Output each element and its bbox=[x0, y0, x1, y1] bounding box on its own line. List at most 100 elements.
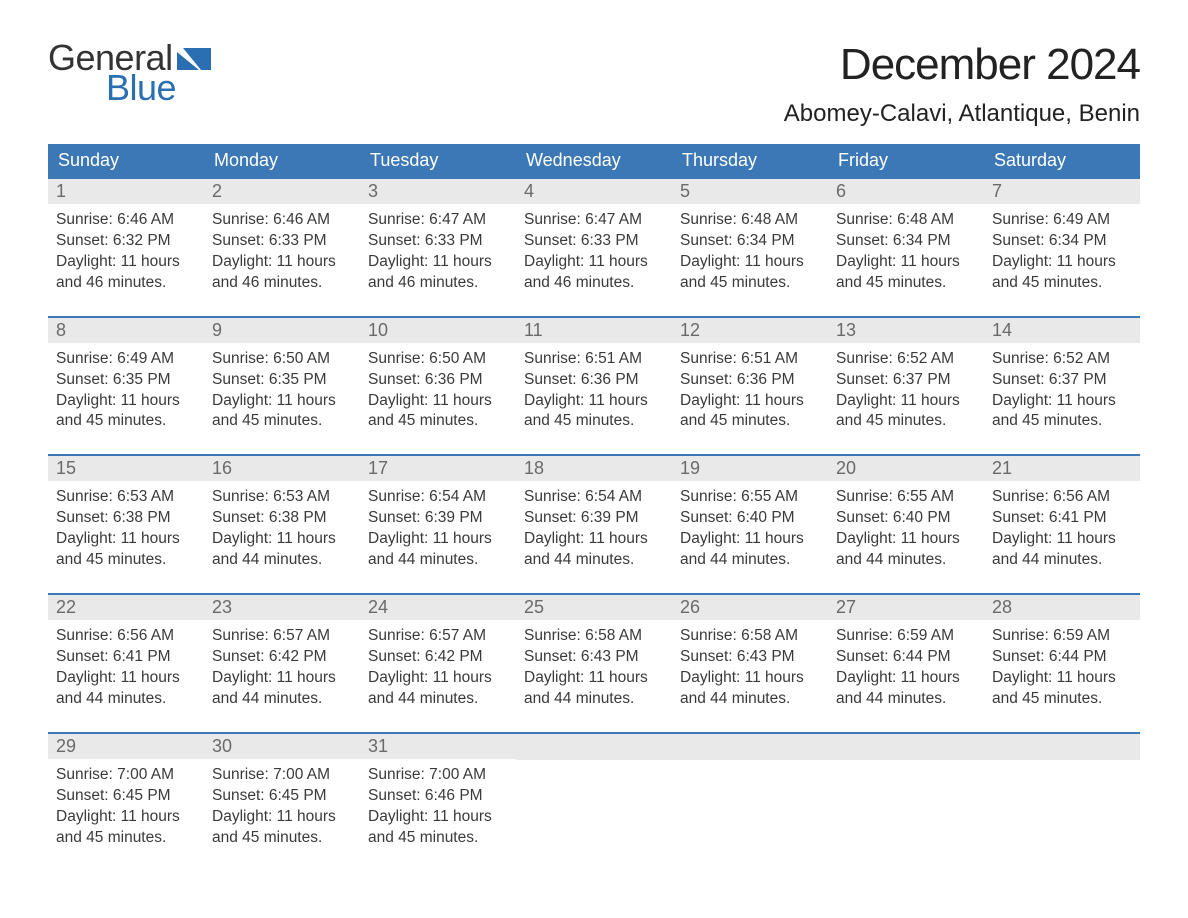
daylight-line-1: Daylight: 11 hours bbox=[368, 529, 508, 550]
day-number: 31 bbox=[360, 734, 516, 759]
daylight-line-1: Daylight: 11 hours bbox=[56, 668, 196, 689]
day-number: 19 bbox=[672, 456, 828, 481]
weeks-container: 1Sunrise: 6:46 AMSunset: 6:32 PMDaylight… bbox=[48, 177, 1140, 852]
daylight-line-2: and 45 minutes. bbox=[368, 828, 508, 849]
sunrise-line: Sunrise: 6:57 AM bbox=[212, 626, 352, 647]
sunrise-line: Sunrise: 6:59 AM bbox=[836, 626, 976, 647]
daylight-line-1: Daylight: 11 hours bbox=[836, 252, 976, 273]
sunrise-line: Sunrise: 6:49 AM bbox=[992, 210, 1132, 231]
sunrise-line: Sunrise: 6:57 AM bbox=[368, 626, 508, 647]
daylight-line-2: and 45 minutes. bbox=[992, 273, 1132, 294]
calendar-week: 22Sunrise: 6:56 AMSunset: 6:41 PMDayligh… bbox=[48, 593, 1140, 714]
day-header-tuesday: Tuesday bbox=[360, 144, 516, 177]
calendar-cell: 21Sunrise: 6:56 AMSunset: 6:41 PMDayligh… bbox=[984, 456, 1140, 575]
daylight-line-1: Daylight: 11 hours bbox=[992, 252, 1132, 273]
day-details: Sunrise: 6:51 AMSunset: 6:36 PMDaylight:… bbox=[672, 343, 828, 437]
daylight-line-2: and 44 minutes. bbox=[680, 550, 820, 571]
sunset-line: Sunset: 6:39 PM bbox=[368, 508, 508, 529]
daylight-line-1: Daylight: 11 hours bbox=[992, 529, 1132, 550]
day-details: Sunrise: 6:59 AMSunset: 6:44 PMDaylight:… bbox=[828, 620, 984, 714]
sunset-line: Sunset: 6:33 PM bbox=[524, 231, 664, 252]
day-number bbox=[984, 734, 1140, 760]
sunrise-line: Sunrise: 6:47 AM bbox=[368, 210, 508, 231]
calendar-cell: 10Sunrise: 6:50 AMSunset: 6:36 PMDayligh… bbox=[360, 318, 516, 437]
day-details: Sunrise: 6:56 AMSunset: 6:41 PMDaylight:… bbox=[48, 620, 204, 714]
sunset-line: Sunset: 6:45 PM bbox=[212, 786, 352, 807]
day-number: 27 bbox=[828, 595, 984, 620]
day-number: 17 bbox=[360, 456, 516, 481]
daylight-line-1: Daylight: 11 hours bbox=[680, 252, 820, 273]
day-details: Sunrise: 6:47 AMSunset: 6:33 PMDaylight:… bbox=[516, 204, 672, 298]
daylight-line-1: Daylight: 11 hours bbox=[212, 391, 352, 412]
sunset-line: Sunset: 6:46 PM bbox=[368, 786, 508, 807]
calendar-cell: 26Sunrise: 6:58 AMSunset: 6:43 PMDayligh… bbox=[672, 595, 828, 714]
sunrise-line: Sunrise: 6:52 AM bbox=[836, 349, 976, 370]
daylight-line-2: and 45 minutes. bbox=[836, 411, 976, 432]
daylight-line-1: Daylight: 11 hours bbox=[56, 391, 196, 412]
daylight-line-1: Daylight: 11 hours bbox=[524, 391, 664, 412]
daylight-line-1: Daylight: 11 hours bbox=[992, 391, 1132, 412]
calendar-cell: 20Sunrise: 6:55 AMSunset: 6:40 PMDayligh… bbox=[828, 456, 984, 575]
daylight-line-1: Daylight: 11 hours bbox=[212, 252, 352, 273]
sunrise-line: Sunrise: 6:54 AM bbox=[368, 487, 508, 508]
daylight-line-1: Daylight: 11 hours bbox=[524, 668, 664, 689]
sunset-line: Sunset: 6:40 PM bbox=[836, 508, 976, 529]
day-details: Sunrise: 6:51 AMSunset: 6:36 PMDaylight:… bbox=[516, 343, 672, 437]
calendar-cell: 9Sunrise: 6:50 AMSunset: 6:35 PMDaylight… bbox=[204, 318, 360, 437]
calendar-cell: 31Sunrise: 7:00 AMSunset: 6:46 PMDayligh… bbox=[360, 734, 516, 853]
sunset-line: Sunset: 6:35 PM bbox=[212, 370, 352, 391]
sunset-line: Sunset: 6:41 PM bbox=[56, 647, 196, 668]
sunset-line: Sunset: 6:39 PM bbox=[524, 508, 664, 529]
calendar-cell: 25Sunrise: 6:58 AMSunset: 6:43 PMDayligh… bbox=[516, 595, 672, 714]
day-header-wednesday: Wednesday bbox=[516, 144, 672, 177]
month-title: December 2024 bbox=[784, 40, 1140, 90]
sunrise-line: Sunrise: 6:53 AM bbox=[56, 487, 196, 508]
sunset-line: Sunset: 6:34 PM bbox=[992, 231, 1132, 252]
daylight-line-2: and 45 minutes. bbox=[368, 411, 508, 432]
day-number: 8 bbox=[48, 318, 204, 343]
day-number: 14 bbox=[984, 318, 1140, 343]
day-number: 24 bbox=[360, 595, 516, 620]
daylight-line-1: Daylight: 11 hours bbox=[212, 529, 352, 550]
daylight-line-2: and 44 minutes. bbox=[368, 550, 508, 571]
day-details: Sunrise: 6:48 AMSunset: 6:34 PMDaylight:… bbox=[828, 204, 984, 298]
day-number: 3 bbox=[360, 179, 516, 204]
day-details: Sunrise: 6:58 AMSunset: 6:43 PMDaylight:… bbox=[516, 620, 672, 714]
calendar-week: 15Sunrise: 6:53 AMSunset: 6:38 PMDayligh… bbox=[48, 454, 1140, 575]
day-header-row: Sunday Monday Tuesday Wednesday Thursday… bbox=[48, 144, 1140, 177]
day-details: Sunrise: 6:56 AMSunset: 6:41 PMDaylight:… bbox=[984, 481, 1140, 575]
calendar-cell bbox=[672, 734, 828, 853]
sunset-line: Sunset: 6:36 PM bbox=[368, 370, 508, 391]
daylight-line-2: and 45 minutes. bbox=[56, 411, 196, 432]
sunrise-line: Sunrise: 6:46 AM bbox=[56, 210, 196, 231]
daylight-line-2: and 45 minutes. bbox=[836, 273, 976, 294]
daylight-line-1: Daylight: 11 hours bbox=[836, 668, 976, 689]
sunrise-line: Sunrise: 7:00 AM bbox=[56, 765, 196, 786]
day-details: Sunrise: 6:48 AMSunset: 6:34 PMDaylight:… bbox=[672, 204, 828, 298]
sunset-line: Sunset: 6:40 PM bbox=[680, 508, 820, 529]
day-number: 20 bbox=[828, 456, 984, 481]
calendar-cell: 13Sunrise: 6:52 AMSunset: 6:37 PMDayligh… bbox=[828, 318, 984, 437]
day-details: Sunrise: 6:55 AMSunset: 6:40 PMDaylight:… bbox=[672, 481, 828, 575]
title-block: December 2024 Abomey-Calavi, Atlantique,… bbox=[784, 40, 1140, 128]
sunrise-line: Sunrise: 6:58 AM bbox=[680, 626, 820, 647]
brand-blue-text: Blue bbox=[106, 70, 211, 106]
sunset-line: Sunset: 6:36 PM bbox=[524, 370, 664, 391]
daylight-line-2: and 45 minutes. bbox=[524, 411, 664, 432]
calendar-cell: 30Sunrise: 7:00 AMSunset: 6:45 PMDayligh… bbox=[204, 734, 360, 853]
day-details: Sunrise: 6:52 AMSunset: 6:37 PMDaylight:… bbox=[828, 343, 984, 437]
daylight-line-1: Daylight: 11 hours bbox=[524, 529, 664, 550]
daylight-line-2: and 45 minutes. bbox=[212, 828, 352, 849]
day-number: 11 bbox=[516, 318, 672, 343]
day-details: Sunrise: 6:55 AMSunset: 6:40 PMDaylight:… bbox=[828, 481, 984, 575]
day-details: Sunrise: 6:59 AMSunset: 6:44 PMDaylight:… bbox=[984, 620, 1140, 714]
sunrise-line: Sunrise: 6:51 AM bbox=[680, 349, 820, 370]
sunset-line: Sunset: 6:33 PM bbox=[212, 231, 352, 252]
day-details: Sunrise: 7:00 AMSunset: 6:46 PMDaylight:… bbox=[360, 759, 516, 853]
day-number: 16 bbox=[204, 456, 360, 481]
day-number: 26 bbox=[672, 595, 828, 620]
calendar-cell: 18Sunrise: 6:54 AMSunset: 6:39 PMDayligh… bbox=[516, 456, 672, 575]
calendar-cell: 22Sunrise: 6:56 AMSunset: 6:41 PMDayligh… bbox=[48, 595, 204, 714]
daylight-line-1: Daylight: 11 hours bbox=[524, 252, 664, 273]
daylight-line-2: and 46 minutes. bbox=[524, 273, 664, 294]
